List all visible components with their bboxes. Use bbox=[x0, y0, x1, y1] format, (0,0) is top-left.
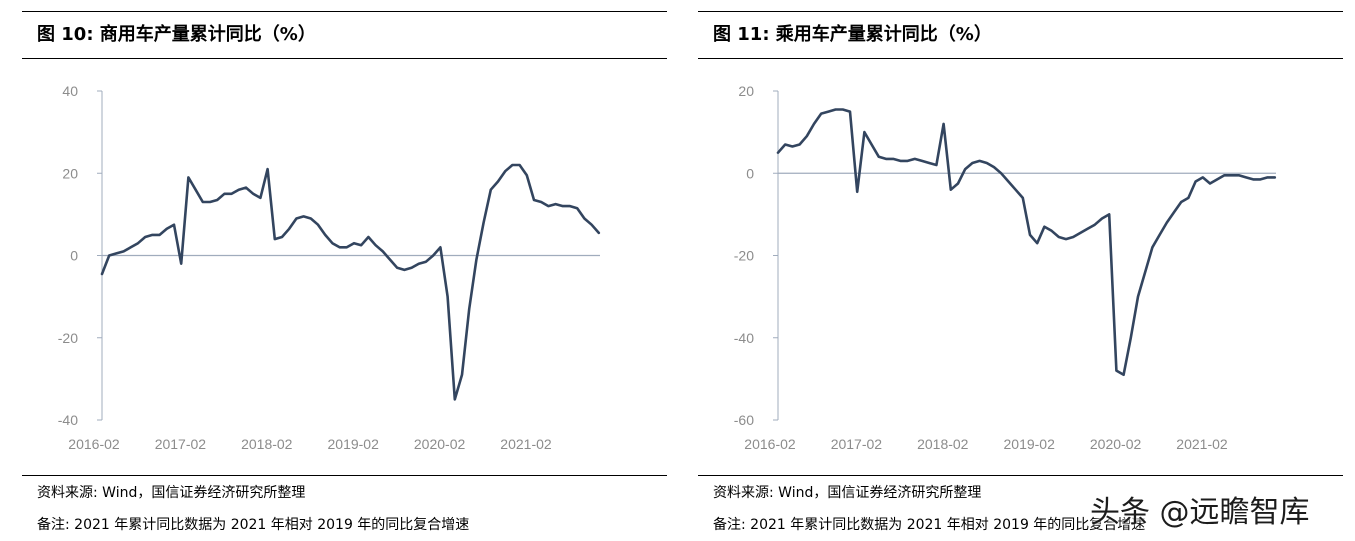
x-tick-label: 2019-02 bbox=[1004, 436, 1056, 452]
x-tick-label: 2021-02 bbox=[500, 436, 552, 452]
x-tick-label: 2017-02 bbox=[155, 436, 207, 452]
y-tick-label: 0 bbox=[70, 248, 78, 264]
series-line bbox=[100, 163, 601, 401]
y-tick-label: -40 bbox=[58, 412, 78, 428]
bottom-rule bbox=[22, 475, 667, 476]
y-tick-label: 20 bbox=[62, 165, 78, 181]
y-tick-label: -60 bbox=[734, 412, 754, 428]
watermark: 头条 @远瞻智库 bbox=[1090, 495, 1310, 530]
source-note: 资料来源: Wind，国信证券经济研究所整理 bbox=[37, 485, 306, 501]
title-rule bbox=[698, 58, 1343, 59]
x-tick-label: 2020-02 bbox=[414, 436, 466, 452]
top-rule bbox=[22, 11, 667, 12]
x-tick-label: 2016-02 bbox=[744, 436, 796, 452]
chart-title: 图 10: 商用车产量累计同比（%） bbox=[37, 24, 316, 45]
remark-note: 备注: 2021 年累计同比数据为 2021 年相对 2019 年的同比复合增速 bbox=[37, 517, 470, 533]
y-tick-label: -20 bbox=[734, 248, 754, 264]
x-tick-label: 2020-02 bbox=[1090, 436, 1142, 452]
x-tick-label: 2019-02 bbox=[328, 436, 380, 452]
chart-panel-right: 图 11: 乘用车产量累计同比（%） 20 0 -20 -40 -60 2016-02 20… bbox=[698, 0, 1343, 541]
y-tick-label: 0 bbox=[746, 165, 754, 181]
x-tick-label: 2018-02 bbox=[241, 436, 293, 452]
top-rule bbox=[698, 11, 1343, 12]
x-tick-label: 2017-02 bbox=[831, 436, 883, 452]
chart-title: 图 11: 乘用车产量累计同比（%） bbox=[713, 24, 992, 45]
y-tick-label: -40 bbox=[734, 330, 754, 346]
x-tick-label: 2016-02 bbox=[68, 436, 120, 452]
line-chart-plot: 40 20 0 -20 -40 2016-02 2017-02 2018-02 2019-02 2… bbox=[58, 83, 601, 452]
y-tick-label: -20 bbox=[58, 330, 78, 346]
y-tick-label: 40 bbox=[62, 83, 78, 99]
x-tick-label: 2021-02 bbox=[1176, 436, 1228, 452]
y-tick-label: 20 bbox=[738, 83, 754, 99]
line-chart-plot: 20 0 -20 -40 -60 2016-02 2017-02 2018-02 2019-02… bbox=[734, 83, 1277, 452]
chart-panel-left: 图 10: 商用车产量累计同比（%） 40 20 0 -20 -40 2016-02 201… bbox=[22, 0, 667, 541]
x-tick-label: 2018-02 bbox=[917, 436, 969, 452]
bottom-rule bbox=[698, 475, 1343, 476]
source-note: 资料来源: Wind，国信证券经济研究所整理 bbox=[713, 485, 982, 501]
title-rule bbox=[22, 58, 667, 59]
remark-note: 备注: 2021 年累计同比数据为 2021 年相对 2019 年的同比复合增速 bbox=[713, 517, 1146, 533]
series-line bbox=[776, 108, 1277, 377]
